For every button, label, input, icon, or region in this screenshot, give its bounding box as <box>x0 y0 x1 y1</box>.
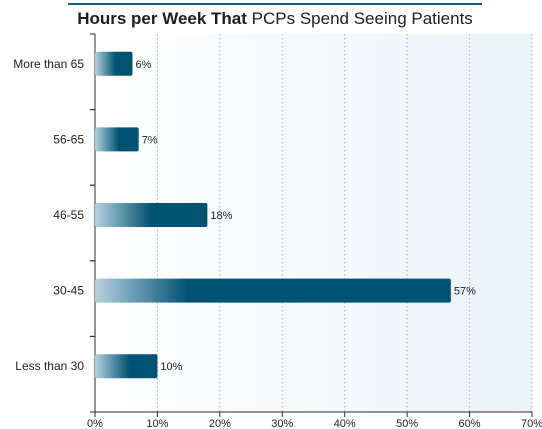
x-tick-label: 40% <box>334 418 356 429</box>
chart-title-rest: PCPs Spend Seeing Patients <box>251 9 473 28</box>
data-label: 57% <box>454 286 476 298</box>
data-label: 6% <box>135 59 151 71</box>
chart-title-bold: Hours per Week That <box>77 9 247 28</box>
x-tick-label: 70% <box>521 418 542 429</box>
category-label: More than 65 <box>13 57 84 71</box>
x-tick-label: 10% <box>146 418 168 429</box>
x-tick-label: 20% <box>209 418 231 429</box>
category-label: 30-45 <box>53 284 84 298</box>
data-label: 10% <box>160 361 182 373</box>
bar-46-55 <box>95 203 208 227</box>
chart-title: Hours per Week That PCPs Spend Seeing Pa… <box>68 9 482 29</box>
x-tick-label: 0% <box>87 418 103 429</box>
chart-title-block: Hours per Week That PCPs Spend Seeing Pa… <box>68 3 482 33</box>
x-tick-label: 30% <box>271 418 293 429</box>
data-label: 18% <box>210 210 232 222</box>
category-label: Less than 30 <box>15 359 84 373</box>
bar-more-than-65 <box>95 51 133 76</box>
bar-less-than-30 <box>95 354 158 379</box>
x-tick-label: 50% <box>396 418 418 429</box>
bar-56-65 <box>95 127 139 152</box>
title-rule <box>68 3 482 5</box>
bar-30-45 <box>95 278 451 303</box>
category-label: 46-55 <box>53 208 84 222</box>
category-label: 56-65 <box>53 132 84 146</box>
x-tick-label: 60% <box>459 418 481 429</box>
data-label: 7% <box>142 134 158 146</box>
